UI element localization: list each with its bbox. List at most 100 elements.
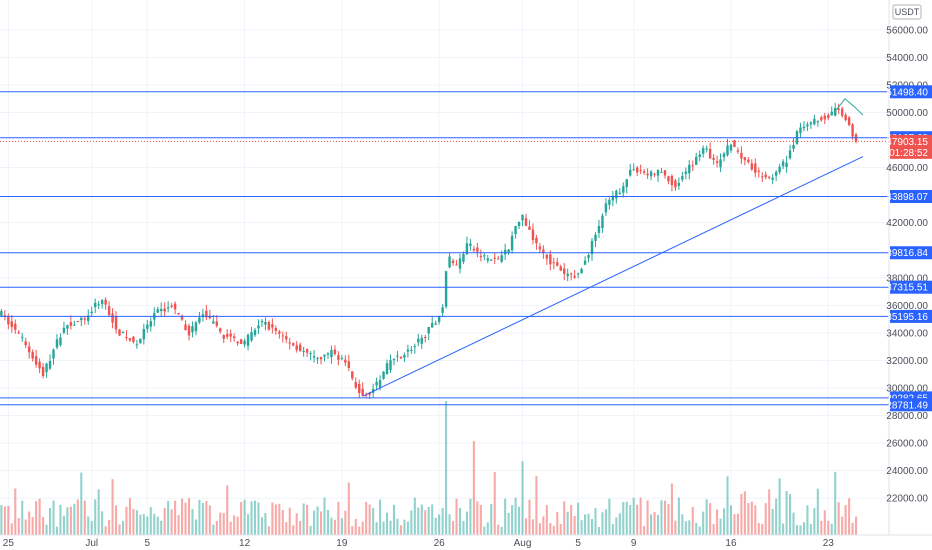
candle-body <box>17 332 20 334</box>
candle-body <box>444 271 448 307</box>
candle-body <box>27 346 31 353</box>
candle-body <box>840 108 844 116</box>
level-price-labels: 51498.4048167.6943898.0739816.8437315.51… <box>886 85 932 412</box>
unit-badge[interactable]: USDT <box>892 4 922 20</box>
volume-bar <box>187 498 191 535</box>
volume-bar <box>775 498 778 535</box>
volume-bar <box>253 500 257 535</box>
volume-bar <box>313 510 316 535</box>
candle-body <box>285 336 288 340</box>
candle-body <box>785 162 788 168</box>
volume-bar <box>799 525 802 535</box>
volume-bar <box>716 509 719 535</box>
candle-body <box>333 349 337 355</box>
candle-body <box>747 159 750 163</box>
volume-bar <box>726 476 729 535</box>
candle-body <box>806 124 809 127</box>
volume-bar <box>590 518 594 535</box>
candle-body <box>761 176 764 178</box>
volume-bar <box>469 498 472 535</box>
volume-bar <box>333 519 336 535</box>
volume-bar <box>191 509 194 535</box>
volume-bar <box>264 512 267 535</box>
candle-body <box>566 273 569 277</box>
volume-bar <box>389 520 392 535</box>
volume-bar <box>372 508 375 535</box>
candle-body <box>180 315 184 320</box>
candle-body <box>521 214 524 221</box>
volume-bar <box>385 512 389 535</box>
candle-body <box>31 351 34 359</box>
candle-body <box>562 268 566 274</box>
candle-body <box>820 117 823 121</box>
volume-bar <box>94 499 97 535</box>
candle-body <box>674 180 677 188</box>
candle-body <box>559 266 562 271</box>
candle-body <box>496 258 500 260</box>
volume-bar <box>69 506 72 535</box>
volume-bar <box>434 517 437 535</box>
trendline[interactable] <box>362 156 864 397</box>
candle-body <box>740 152 743 159</box>
volume-bar <box>698 526 701 535</box>
candle-body <box>177 313 180 315</box>
time-tick-label: 5 <box>145 538 151 549</box>
volume-bar <box>782 523 785 535</box>
volume-bar <box>215 521 218 535</box>
countdown-text: 01:28:52 <box>889 148 928 159</box>
volume-bar <box>285 522 288 535</box>
volume-bar <box>10 523 13 535</box>
candle-body <box>222 335 225 339</box>
volume-bar <box>281 509 284 535</box>
candle-body <box>142 329 146 340</box>
trendline-segment[interactable] <box>362 156 864 397</box>
horizontal-levels[interactable] <box>0 91 889 406</box>
volume-bar <box>267 526 270 535</box>
volume-bar <box>142 513 145 535</box>
volume-bar <box>368 504 371 535</box>
volume-bar <box>83 500 86 535</box>
price-axis[interactable]: 22000.00 24000.00 26000.00 28000.00 30000.00… <box>886 0 932 535</box>
candlesticks <box>0 102 858 400</box>
time-axis[interactable]: 25 Jul 5 12 19 26 Aug 5 9 16 23 <box>0 534 932 550</box>
volume-bar <box>354 518 357 535</box>
candle-body <box>517 221 521 227</box>
candle-body <box>382 371 385 379</box>
price-tick-label: 54000.00 <box>886 53 928 64</box>
candle-body <box>455 264 458 266</box>
current-price-text: 47903.15 <box>886 137 928 148</box>
volume-bar <box>274 504 277 535</box>
candle-body <box>451 260 455 264</box>
time-tick-label: 19 <box>336 538 348 549</box>
candle-body <box>490 259 493 261</box>
volume-bar <box>531 519 534 535</box>
volume-bar <box>813 508 816 535</box>
level-price-text: 37315.51 <box>886 283 928 294</box>
volume-bar <box>757 522 760 535</box>
volume-bar <box>646 500 649 535</box>
volume-bar <box>733 514 736 535</box>
volume-bar <box>31 517 34 535</box>
volume-bar <box>62 515 65 535</box>
volume-bar <box>135 510 138 535</box>
volume-bar <box>375 522 378 535</box>
volume-bar <box>722 508 726 535</box>
candle-body <box>733 140 736 147</box>
candle-body <box>208 315 212 319</box>
volume-bar <box>42 517 45 535</box>
price-tick-label: 30000.00 <box>886 384 928 395</box>
candle-body <box>743 157 747 161</box>
volume-bar <box>740 493 743 535</box>
candle-body <box>507 249 510 253</box>
volume-bar <box>38 498 41 535</box>
candle-body <box>510 235 514 251</box>
volume-bar <box>309 525 312 535</box>
candle-body <box>479 256 483 258</box>
candle-body <box>410 350 413 352</box>
price-tick-label: 32000.00 <box>886 356 928 367</box>
candle-body <box>670 175 674 186</box>
volume-bar <box>250 501 253 535</box>
candle-body <box>309 353 312 355</box>
volume-bar <box>538 523 541 535</box>
